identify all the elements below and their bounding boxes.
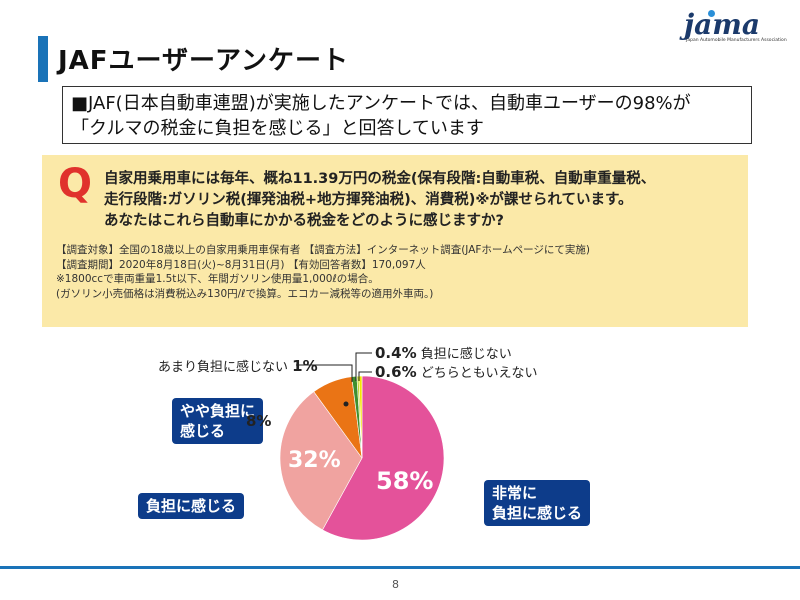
survey-note-3: ※1800ccで車両重量1.5t以下、年間ガソリン使用量1,000ℓの場合。 [56, 273, 379, 285]
summary-line-2: 「クルマの税金に負担を感じる」と回答しています [71, 118, 484, 139]
survey-notes: 【調査対象】全国の18歳以上の自家用乗用車保有者 【調査方法】インターネット調査… [56, 243, 736, 301]
pie-slice-1 [322, 375, 445, 541]
logo-subtitle: Japan Automobile Manufacturers Associati… [686, 38, 787, 43]
slice-label-58: 58% [376, 467, 433, 495]
question-mark: Q [58, 161, 93, 207]
survey-note-4: (ガソリン小売価格は消費税込み130円/ℓで換算。エコカー減税等の適用外車両。) [56, 287, 434, 300]
label-very-burden: 非常に 負担に感じる [484, 480, 591, 526]
question-line-3: あなたはこれら自動車にかかる税金をどのように感じますか? [104, 213, 504, 229]
pie-slice-2 [279, 391, 363, 531]
question-line-2: 走行段階:ガソリン税(揮発油税+地方揮発油税)、消費税)※が課せられています。 [104, 192, 633, 208]
label-none: 0.4% 負担に感じない [375, 344, 512, 362]
question-panel: Q 自家用乗用車には毎年、概ね11.39万円の税金(保有段階:自動車税、自動車重… [42, 155, 748, 327]
page-number: 8 [392, 578, 399, 591]
jama-logo: jama Japan Automobile Manufacturers Asso… [674, 8, 794, 48]
label-somewhat-pct: 8% [246, 412, 272, 430]
logo-wordmark: jama [684, 8, 761, 41]
label-neutral: 0.6% どちらともいえない [375, 363, 538, 381]
summary-line-1: ■JAF(日本自動車連盟)が実施したアンケートでは、自動車ユーザーの98%が [71, 93, 691, 114]
label-not-much: あまり負担に感じない 1% [158, 357, 318, 375]
footer-line [0, 566, 800, 569]
title-accent-bar [38, 36, 48, 82]
label-burden: 負担に感じる [138, 493, 245, 519]
label-somewhat-burden: やや負担に 感じる [172, 398, 264, 444]
summary-box: ■JAF(日本自動車連盟)が実施したアンケートでは、自動車ユーザーの98%が 「… [62, 86, 752, 144]
question-line-1: 自家用乗用車には毎年、概ね11.39万円の税金(保有段階:自動車税、自動車重量税… [104, 171, 656, 187]
question-text: 自家用乗用車には毎年、概ね11.39万円の税金(保有段階:自動車税、自動車重量税… [104, 169, 744, 232]
logo-dot-icon [708, 10, 715, 17]
survey-note-1: 【調査対象】全国の18歳以上の自家用乗用車保有者 【調査方法】インターネット調査… [56, 244, 590, 256]
slice-label-32: 32% [288, 448, 341, 473]
page-title: JAFユーザーアンケート [58, 46, 349, 76]
survey-note-2: 【調査期間】2020年8月18日(火)~8月31日(月) 【有効回答者数】170… [56, 258, 426, 271]
